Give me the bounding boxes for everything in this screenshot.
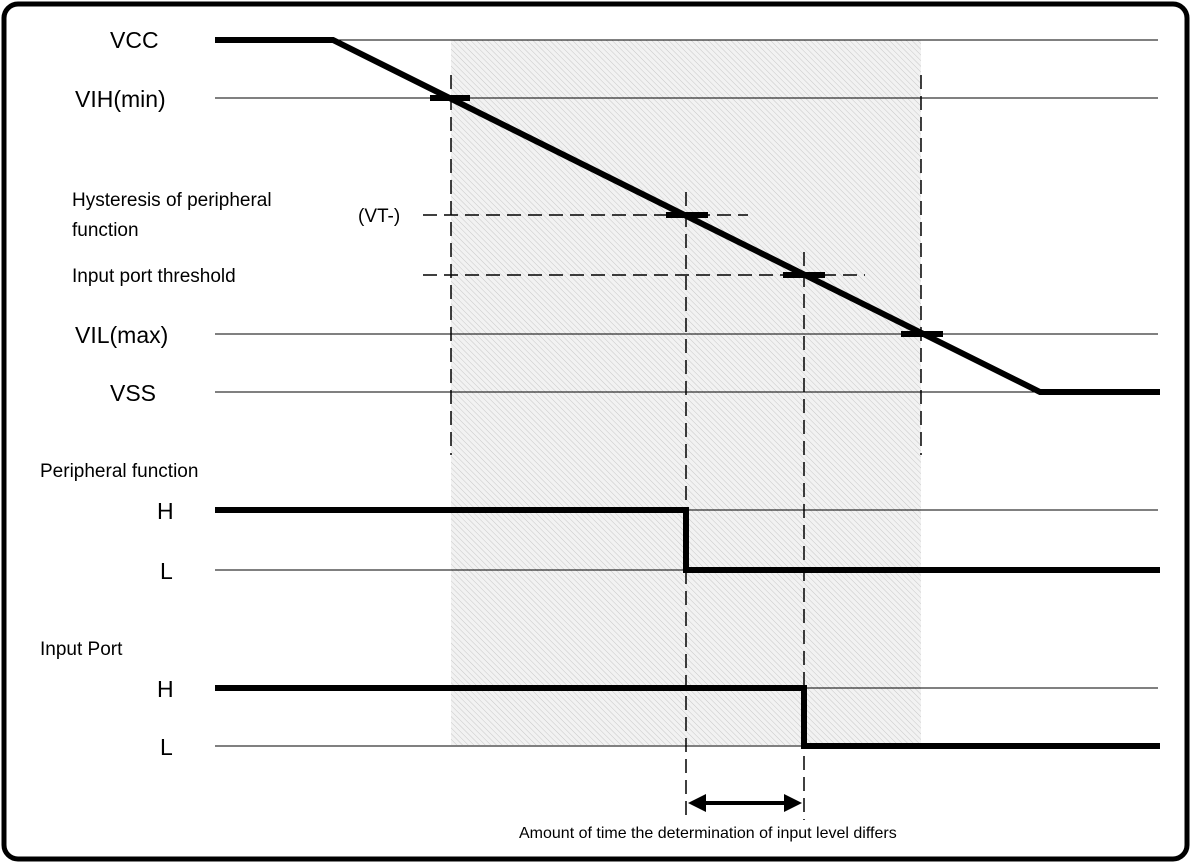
vcc-label: VCC <box>110 27 159 53</box>
input-port-title: Input Port <box>40 639 123 660</box>
vih-min-label: VIH(min) <box>75 86 166 112</box>
peripheral-high-label: H <box>157 498 174 524</box>
peripheral-function-title: Peripheral function <box>40 461 198 482</box>
time-difference-label: Amount of time the determination of inpu… <box>519 825 897 842</box>
hysteresis-label-line2: function <box>72 220 139 241</box>
time-difference-arrow <box>688 794 802 812</box>
input-port-low-label: L <box>160 734 173 760</box>
input-port-threshold-label: Input port threshold <box>72 266 236 287</box>
input-port-signal <box>215 685 1160 749</box>
vss-label: VSS <box>110 380 156 406</box>
peripheral-function-signal <box>215 507 1160 573</box>
vt-minus-label: (VT-) <box>358 206 400 227</box>
peripheral-low-label: L <box>160 558 173 584</box>
hysteresis-label-line1: Hysteresis of peripheral <box>72 190 272 211</box>
input-port-high-label: H <box>157 676 174 702</box>
vil-max-label: VIL(max) <box>75 322 168 348</box>
